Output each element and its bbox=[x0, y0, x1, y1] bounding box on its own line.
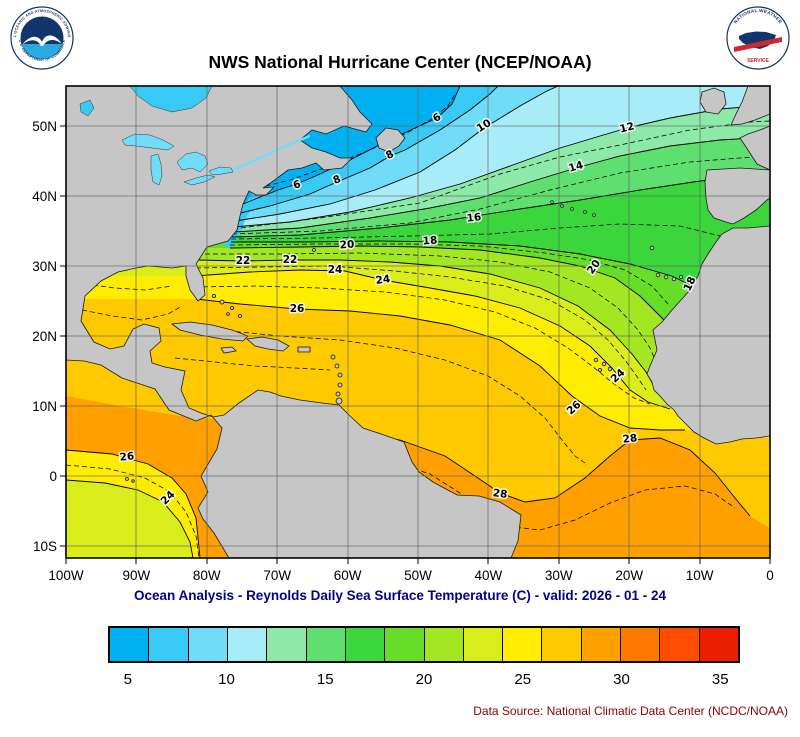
colorbar-cell bbox=[149, 628, 189, 661]
noaa-logo-sea bbox=[21, 44, 63, 60]
isotherm-label: 22 bbox=[236, 255, 251, 267]
page-title: NWS National Hurricane Center (NCEP/NOAA… bbox=[208, 52, 592, 72]
isotherm-label: 12 bbox=[618, 120, 635, 135]
colorbar-cell bbox=[345, 628, 386, 661]
colorbar-cell bbox=[660, 628, 700, 661]
lake-michigan bbox=[150, 153, 163, 186]
isotherm-solid-lines bbox=[66, 86, 770, 558]
colorbar-tick-label: 15 bbox=[316, 671, 334, 688]
lon-tick-label: 50W bbox=[404, 568, 432, 583]
colorbar-cell bbox=[267, 628, 307, 661]
colorbar-cells bbox=[108, 626, 740, 663]
isotherm-label: 26 bbox=[119, 450, 135, 463]
noaa-gull-icon bbox=[22, 35, 62, 46]
colorbar-cell bbox=[503, 628, 543, 661]
lon-tick-label: 10W bbox=[686, 568, 714, 583]
land-ireland bbox=[699, 87, 727, 115]
colorbar-cell bbox=[542, 628, 582, 661]
lon-tick-label: 20W bbox=[615, 568, 643, 583]
isotherm-label: 20 bbox=[339, 239, 354, 252]
isotherm-label: 28 bbox=[622, 432, 638, 445]
isotherm-label: 22 bbox=[283, 254, 298, 266]
lat-tick-label: 30N bbox=[32, 259, 57, 274]
isotherm-label: 28 bbox=[492, 487, 508, 501]
land-americas bbox=[66, 86, 522, 558]
nws-ring-text-bottom: SERVICE bbox=[747, 58, 770, 64]
nws-logo-icon: NATIONAL WEATHER SERVICE bbox=[726, 6, 790, 70]
data-source-note: Data Source: National Climatic Data Cent… bbox=[473, 704, 788, 718]
lat-tick-label: 50N bbox=[32, 119, 57, 134]
lon-tick-label: 0 bbox=[766, 568, 774, 583]
colorbar-cell bbox=[227, 628, 268, 661]
colorbar-cell bbox=[621, 628, 661, 661]
land-britain bbox=[730, 86, 770, 126]
lon-tick-label: 60W bbox=[334, 568, 362, 583]
land-layer bbox=[66, 86, 770, 558]
colorbar-tick-label: 5 bbox=[123, 671, 132, 688]
lake-winnipeg bbox=[79, 99, 95, 117]
noaa-logo-icon: NATIONAL OCEANIC AND ATMOSPHERIC ADMINIS… bbox=[10, 6, 74, 70]
lake-huron bbox=[176, 151, 209, 173]
inland-water bbox=[79, 86, 311, 186]
colorbar-cell bbox=[110, 628, 150, 661]
lon-tick-label: 90W bbox=[123, 568, 151, 583]
colorbar-cell bbox=[581, 628, 622, 661]
isotherm-label: 24 bbox=[375, 273, 391, 287]
colorbar-cell bbox=[188, 628, 228, 661]
lat-tick-label: 20N bbox=[32, 329, 57, 344]
land-africa bbox=[646, 225, 770, 445]
lon-tick-label: 30W bbox=[545, 568, 573, 583]
land-newfoundland bbox=[375, 127, 406, 153]
lon-tick-label: 100W bbox=[48, 568, 84, 583]
colorbar: 5 10 15 20 25 30 35 bbox=[108, 626, 740, 690]
colorbar-tick-label: 35 bbox=[711, 671, 729, 688]
land-france bbox=[739, 125, 770, 171]
isotherm-label: 24 bbox=[328, 264, 343, 276]
colorbar-tick-label: 20 bbox=[415, 671, 433, 688]
colorbar-tick-label: 30 bbox=[613, 671, 630, 688]
lat-tick-label: 0 bbox=[49, 469, 57, 484]
colorbar-cell bbox=[463, 628, 504, 661]
lake-superior bbox=[121, 133, 175, 151]
colorbar-tick-labels: 5 10 15 20 25 30 35 bbox=[108, 671, 740, 691]
colorbar-tick-label: 10 bbox=[218, 671, 235, 688]
colorbar-cell bbox=[385, 628, 425, 661]
lat-tick-label: 10N bbox=[32, 399, 57, 414]
colorbar-cell bbox=[424, 628, 464, 661]
nws-red-band-icon bbox=[734, 37, 782, 52]
latitude-axis-labels: 50N 40N 30N 20N 10N 0 10S bbox=[32, 119, 57, 554]
map-caption: Ocean Analysis - Reynolds Daily Sea Surf… bbox=[134, 588, 666, 603]
land-jamaica bbox=[220, 346, 237, 354]
small-islands bbox=[125, 200, 684, 483]
graticule-layer bbox=[66, 86, 770, 558]
lat-tick-label: 10S bbox=[33, 539, 57, 554]
lake-ontario bbox=[208, 166, 234, 176]
colorbar-cell bbox=[699, 628, 738, 661]
lon-tick-label: 40W bbox=[475, 568, 503, 583]
land-hispaniola bbox=[246, 336, 290, 352]
colorbar-cell bbox=[306, 628, 346, 661]
hudson-bay bbox=[129, 86, 213, 113]
axis-ticks bbox=[60, 125, 771, 564]
lat-tick-label: 40N bbox=[32, 189, 57, 204]
longitude-axis-labels: 100W 90W 80W 70W 60W 50W 40W 30W 20W 10W 0 bbox=[48, 568, 773, 583]
colorbar-tick-label: 25 bbox=[514, 671, 532, 688]
isotherm-label: 14 bbox=[567, 159, 584, 175]
land-puerto-rico bbox=[297, 346, 311, 353]
isotherm-label: 16 bbox=[466, 211, 482, 224]
st-lawrence-river bbox=[232, 134, 311, 172]
lon-tick-label: 70W bbox=[263, 568, 291, 583]
lon-tick-label: 80W bbox=[193, 568, 221, 583]
isotherm-label: 26 bbox=[290, 303, 305, 315]
isotherm-label: 18 bbox=[422, 235, 437, 248]
